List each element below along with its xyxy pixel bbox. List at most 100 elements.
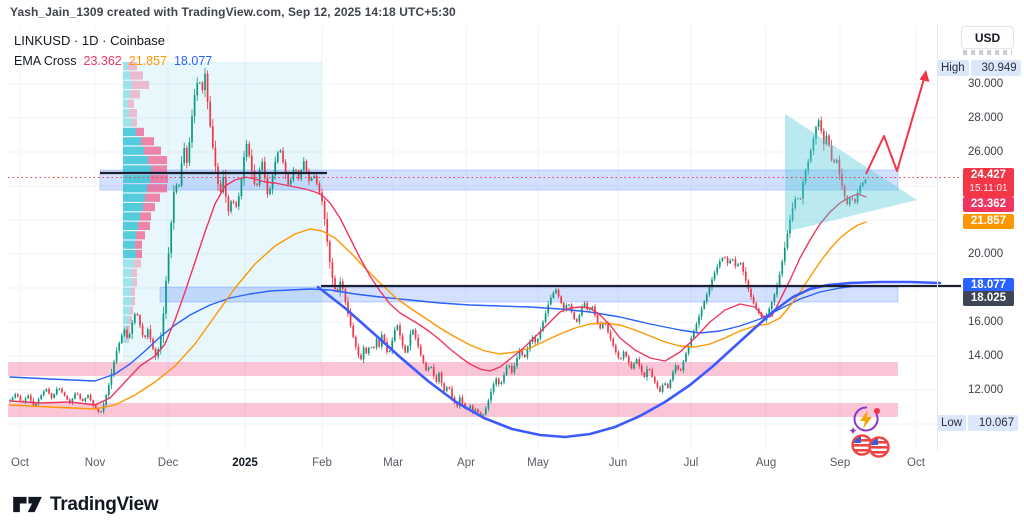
- candle-body: [178, 185, 180, 187]
- volume-profile-buy-bar: [123, 109, 129, 118]
- candle-body: [289, 179, 292, 185]
- time-axis-label[interactable]: Nov: [84, 457, 106, 469]
- candle-body: [643, 372, 646, 377]
- candle-body: [661, 385, 664, 392]
- time-axis-label[interactable]: Feb: [312, 457, 332, 469]
- candle-body: [625, 351, 628, 357]
- time-axis-label[interactable]: Sep: [829, 457, 851, 469]
- candle-body: [555, 289, 557, 294]
- candle-body: [360, 354, 362, 360]
- candle-body: [126, 329, 128, 338]
- candle-body: [744, 271, 747, 281]
- candle-body: [318, 183, 321, 193]
- candle-body: [474, 409, 477, 412]
- indicator-name[interactable]: EMA Cross: [14, 53, 77, 68]
- candle-body: [362, 347, 365, 360]
- candle-body: [737, 264, 739, 267]
- candle-body: [217, 166, 219, 184]
- currency-toggle-button[interactable]: USD: [961, 26, 1014, 49]
- volume-profile-sell-bar: [145, 193, 160, 202]
- candle-body: [183, 148, 186, 164]
- volume-profile-sell-bar: [132, 297, 135, 306]
- candle-body: [219, 183, 222, 193]
- attribution-text: Yash_Jain_1309 created with TradingView.…: [10, 5, 456, 19]
- time-axis-label[interactable]: Oct: [11, 457, 29, 469]
- volume-profile-buy-bar: [123, 259, 134, 268]
- candle-body: [822, 130, 825, 145]
- candle-body: [768, 308, 771, 315]
- candle-body: [796, 198, 799, 200]
- candle-body: [841, 174, 843, 186]
- time-axis-label[interactable]: Apr: [457, 457, 475, 469]
- brand-name[interactable]: TradingView: [50, 493, 159, 515]
- candle-body: [721, 257, 724, 262]
- candle-body: [274, 161, 277, 176]
- candle-body: [830, 145, 833, 161]
- candle-body: [664, 383, 667, 386]
- candle-body: [825, 135, 828, 145]
- candle-body: [89, 395, 92, 401]
- time-axis-label[interactable]: Aug: [755, 457, 777, 469]
- symbol-title[interactable]: LINKUSD · 1D · Coinbase: [14, 33, 165, 48]
- time-axis-label[interactable]: Jul: [683, 457, 699, 469]
- candle-body: [568, 304, 570, 306]
- time-axis[interactable]: Oct Nov Dec 2025 Feb Mar Apr May Jun Jul Aug Sep Oct: [0, 450, 1024, 478]
- candle-body: [698, 316, 700, 325]
- candle-body: [211, 126, 214, 148]
- volume-profile-buy-bar: [123, 334, 127, 343]
- candle-body: [388, 350, 391, 353]
- candle-body: [240, 179, 243, 197]
- time-axis-label[interactable]: May: [527, 457, 549, 469]
- volume-profile-sell-bar: [143, 203, 155, 212]
- candle-body: [347, 301, 349, 315]
- candle-body: [786, 233, 789, 248]
- candle-body: [497, 378, 500, 385]
- candle-body: [750, 289, 752, 297]
- candle-body: [35, 403, 37, 406]
- candle-body: [227, 196, 230, 212]
- candle-body: [256, 183, 258, 185]
- time-axis-label[interactable]: 2025: [232, 457, 258, 469]
- candle-body: [417, 337, 420, 347]
- volume-profile-sell-bar: [136, 250, 142, 259]
- pennant-triangle: [785, 114, 917, 232]
- candle-body: [617, 352, 620, 358]
- candle-body: [204, 73, 206, 91]
- candle-body: [284, 162, 287, 174]
- clipped-price-label: [963, 50, 1012, 55]
- reaction-icons[interactable]: [846, 403, 898, 459]
- candle-body: [100, 411, 102, 413]
- candle-body: [495, 378, 498, 385]
- tradingview-logo-icon[interactable]: [13, 494, 42, 515]
- time-axis-label[interactable]: Mar: [383, 457, 403, 469]
- candle-body: [40, 395, 43, 400]
- candle-body: [469, 405, 472, 409]
- candle-body: [601, 322, 604, 329]
- candle-body: [435, 375, 438, 382]
- candle-body: [115, 350, 118, 362]
- candle-body: [141, 325, 144, 336]
- candle-body: [55, 388, 58, 395]
- time-axis-label[interactable]: Oct: [907, 457, 925, 469]
- candle-body: [172, 191, 175, 223]
- candle-body: [263, 161, 266, 178]
- candle-body: [334, 278, 336, 290]
- candle-body: [61, 388, 63, 393]
- candle-body: [222, 177, 225, 193]
- candle-body: [448, 387, 451, 389]
- candle-body: [622, 351, 625, 359]
- candle-body: [586, 303, 589, 310]
- volume-profile-buy-bar: [123, 156, 148, 165]
- volume-profile-buy-bar: [123, 127, 136, 136]
- candle-body: [321, 192, 323, 202]
- time-axis-label[interactable]: Dec: [157, 457, 179, 469]
- candle-body: [843, 186, 846, 197]
- ema-value-2: 21.857: [128, 53, 167, 68]
- candle-body: [328, 241, 331, 263]
- time-axis-label[interactable]: Jun: [608, 457, 628, 469]
- candle-body: [279, 150, 282, 153]
- candle-body: [578, 315, 581, 322]
- candle-body: [136, 314, 139, 316]
- candle-body: [529, 341, 531, 350]
